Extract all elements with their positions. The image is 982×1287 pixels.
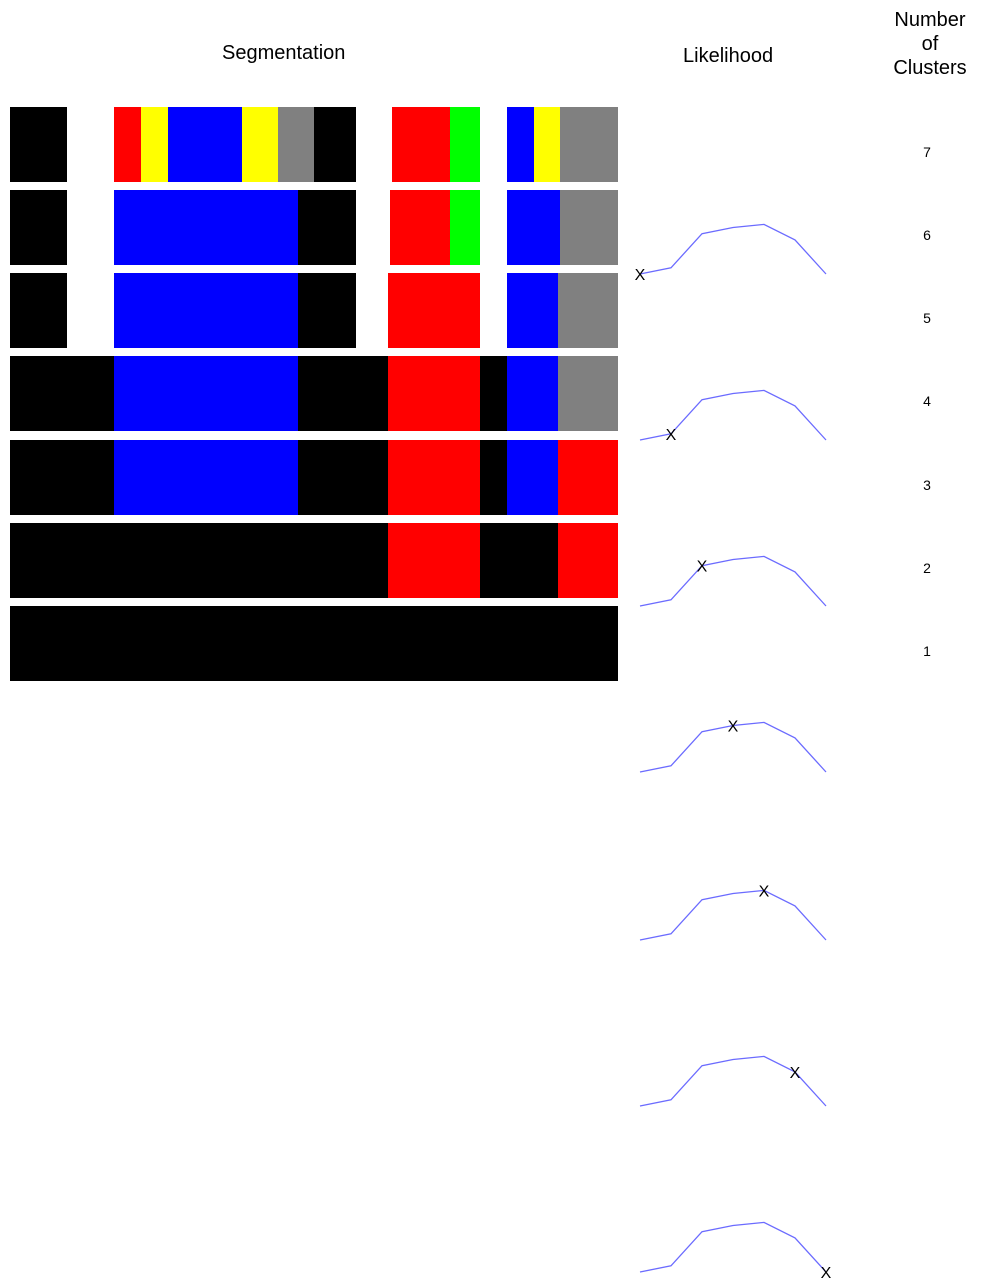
segment-block xyxy=(242,107,278,182)
segment-block xyxy=(114,107,141,182)
max-likelihood-marker: X xyxy=(697,559,708,576)
segment-block xyxy=(558,273,618,348)
max-likelihood-marker: X xyxy=(790,1065,801,1082)
likelihood-line xyxy=(639,889,827,941)
likelihood-curve-plot: X xyxy=(639,719,827,773)
segment-block xyxy=(114,440,298,515)
segment-block xyxy=(10,273,67,348)
cluster-count-label: 1 xyxy=(923,643,931,659)
segment-block xyxy=(168,107,242,182)
segment-block xyxy=(558,440,618,515)
likelihood-curve-plot: X xyxy=(639,883,827,941)
segment-block xyxy=(480,523,558,598)
max-likelihood-marker: X xyxy=(635,267,646,284)
segment-block xyxy=(558,523,618,598)
segment-block xyxy=(298,356,388,431)
clusters-title-line-2: of xyxy=(921,33,939,55)
segment-block xyxy=(114,356,298,431)
segment-block xyxy=(480,356,507,431)
cluster-count-label: 5 xyxy=(923,310,931,326)
likelihood-line xyxy=(639,389,827,441)
segment-block xyxy=(560,107,618,182)
segment-block xyxy=(450,190,480,265)
segment-block xyxy=(507,273,558,348)
segment-block xyxy=(314,107,356,182)
cluster-count-label: 2 xyxy=(923,560,931,576)
cluster-count-label: 4 xyxy=(923,393,931,409)
cluster-count-label: 6 xyxy=(923,227,931,243)
segment-block xyxy=(141,107,168,182)
segment-block xyxy=(278,107,314,182)
segment-block xyxy=(10,440,114,515)
segment-block xyxy=(10,606,618,681)
segmentation-title: Segmentation xyxy=(222,42,346,64)
likelihood-curve-plot: X xyxy=(639,555,827,607)
segment-block xyxy=(388,523,480,598)
segment-block xyxy=(388,356,480,431)
segment-block xyxy=(10,523,388,598)
cluster-count-label: 7 xyxy=(923,144,931,160)
number-of-clusters-title: Number of Clusters xyxy=(880,8,980,80)
segment-block xyxy=(392,107,450,182)
max-likelihood-marker: X xyxy=(759,883,770,900)
segment-block xyxy=(10,356,114,431)
segment-block xyxy=(507,356,558,431)
segment-block xyxy=(114,190,298,265)
max-likelihood-marker: X xyxy=(728,719,739,736)
segment-block xyxy=(298,440,388,515)
likelihood-title: Likelihood xyxy=(683,45,774,67)
segment-block xyxy=(390,190,450,265)
segment-block xyxy=(480,440,507,515)
segment-block xyxy=(388,273,480,348)
likelihood-curve-plot: X xyxy=(639,1055,827,1107)
segment-block xyxy=(114,273,298,348)
segment-block xyxy=(560,190,618,265)
max-likelihood-marker: X xyxy=(821,1265,832,1282)
segment-block xyxy=(507,107,534,182)
likelihood-curve-plot: X xyxy=(639,389,827,444)
clusters-title-line-3: Clusters xyxy=(893,57,967,79)
likelihood-line xyxy=(639,555,827,607)
segment-block xyxy=(10,190,67,265)
segment-block xyxy=(507,440,558,515)
likelihood-curve-plot: X xyxy=(639,1221,832,1282)
segment-block xyxy=(507,190,560,265)
segment-block xyxy=(298,190,356,265)
segment-block xyxy=(450,107,480,182)
likelihood-curve-plot: X xyxy=(635,223,827,284)
likelihood-line xyxy=(639,1221,827,1273)
cluster-count-label: 3 xyxy=(923,477,931,493)
clusters-title-line-1: Number xyxy=(894,9,966,31)
segment-block xyxy=(10,107,67,182)
segment-block xyxy=(534,107,560,182)
segment-block xyxy=(388,440,480,515)
segment-block xyxy=(298,273,356,348)
likelihood-line xyxy=(639,223,827,275)
max-likelihood-marker: X xyxy=(666,427,677,444)
segment-block xyxy=(558,356,618,431)
